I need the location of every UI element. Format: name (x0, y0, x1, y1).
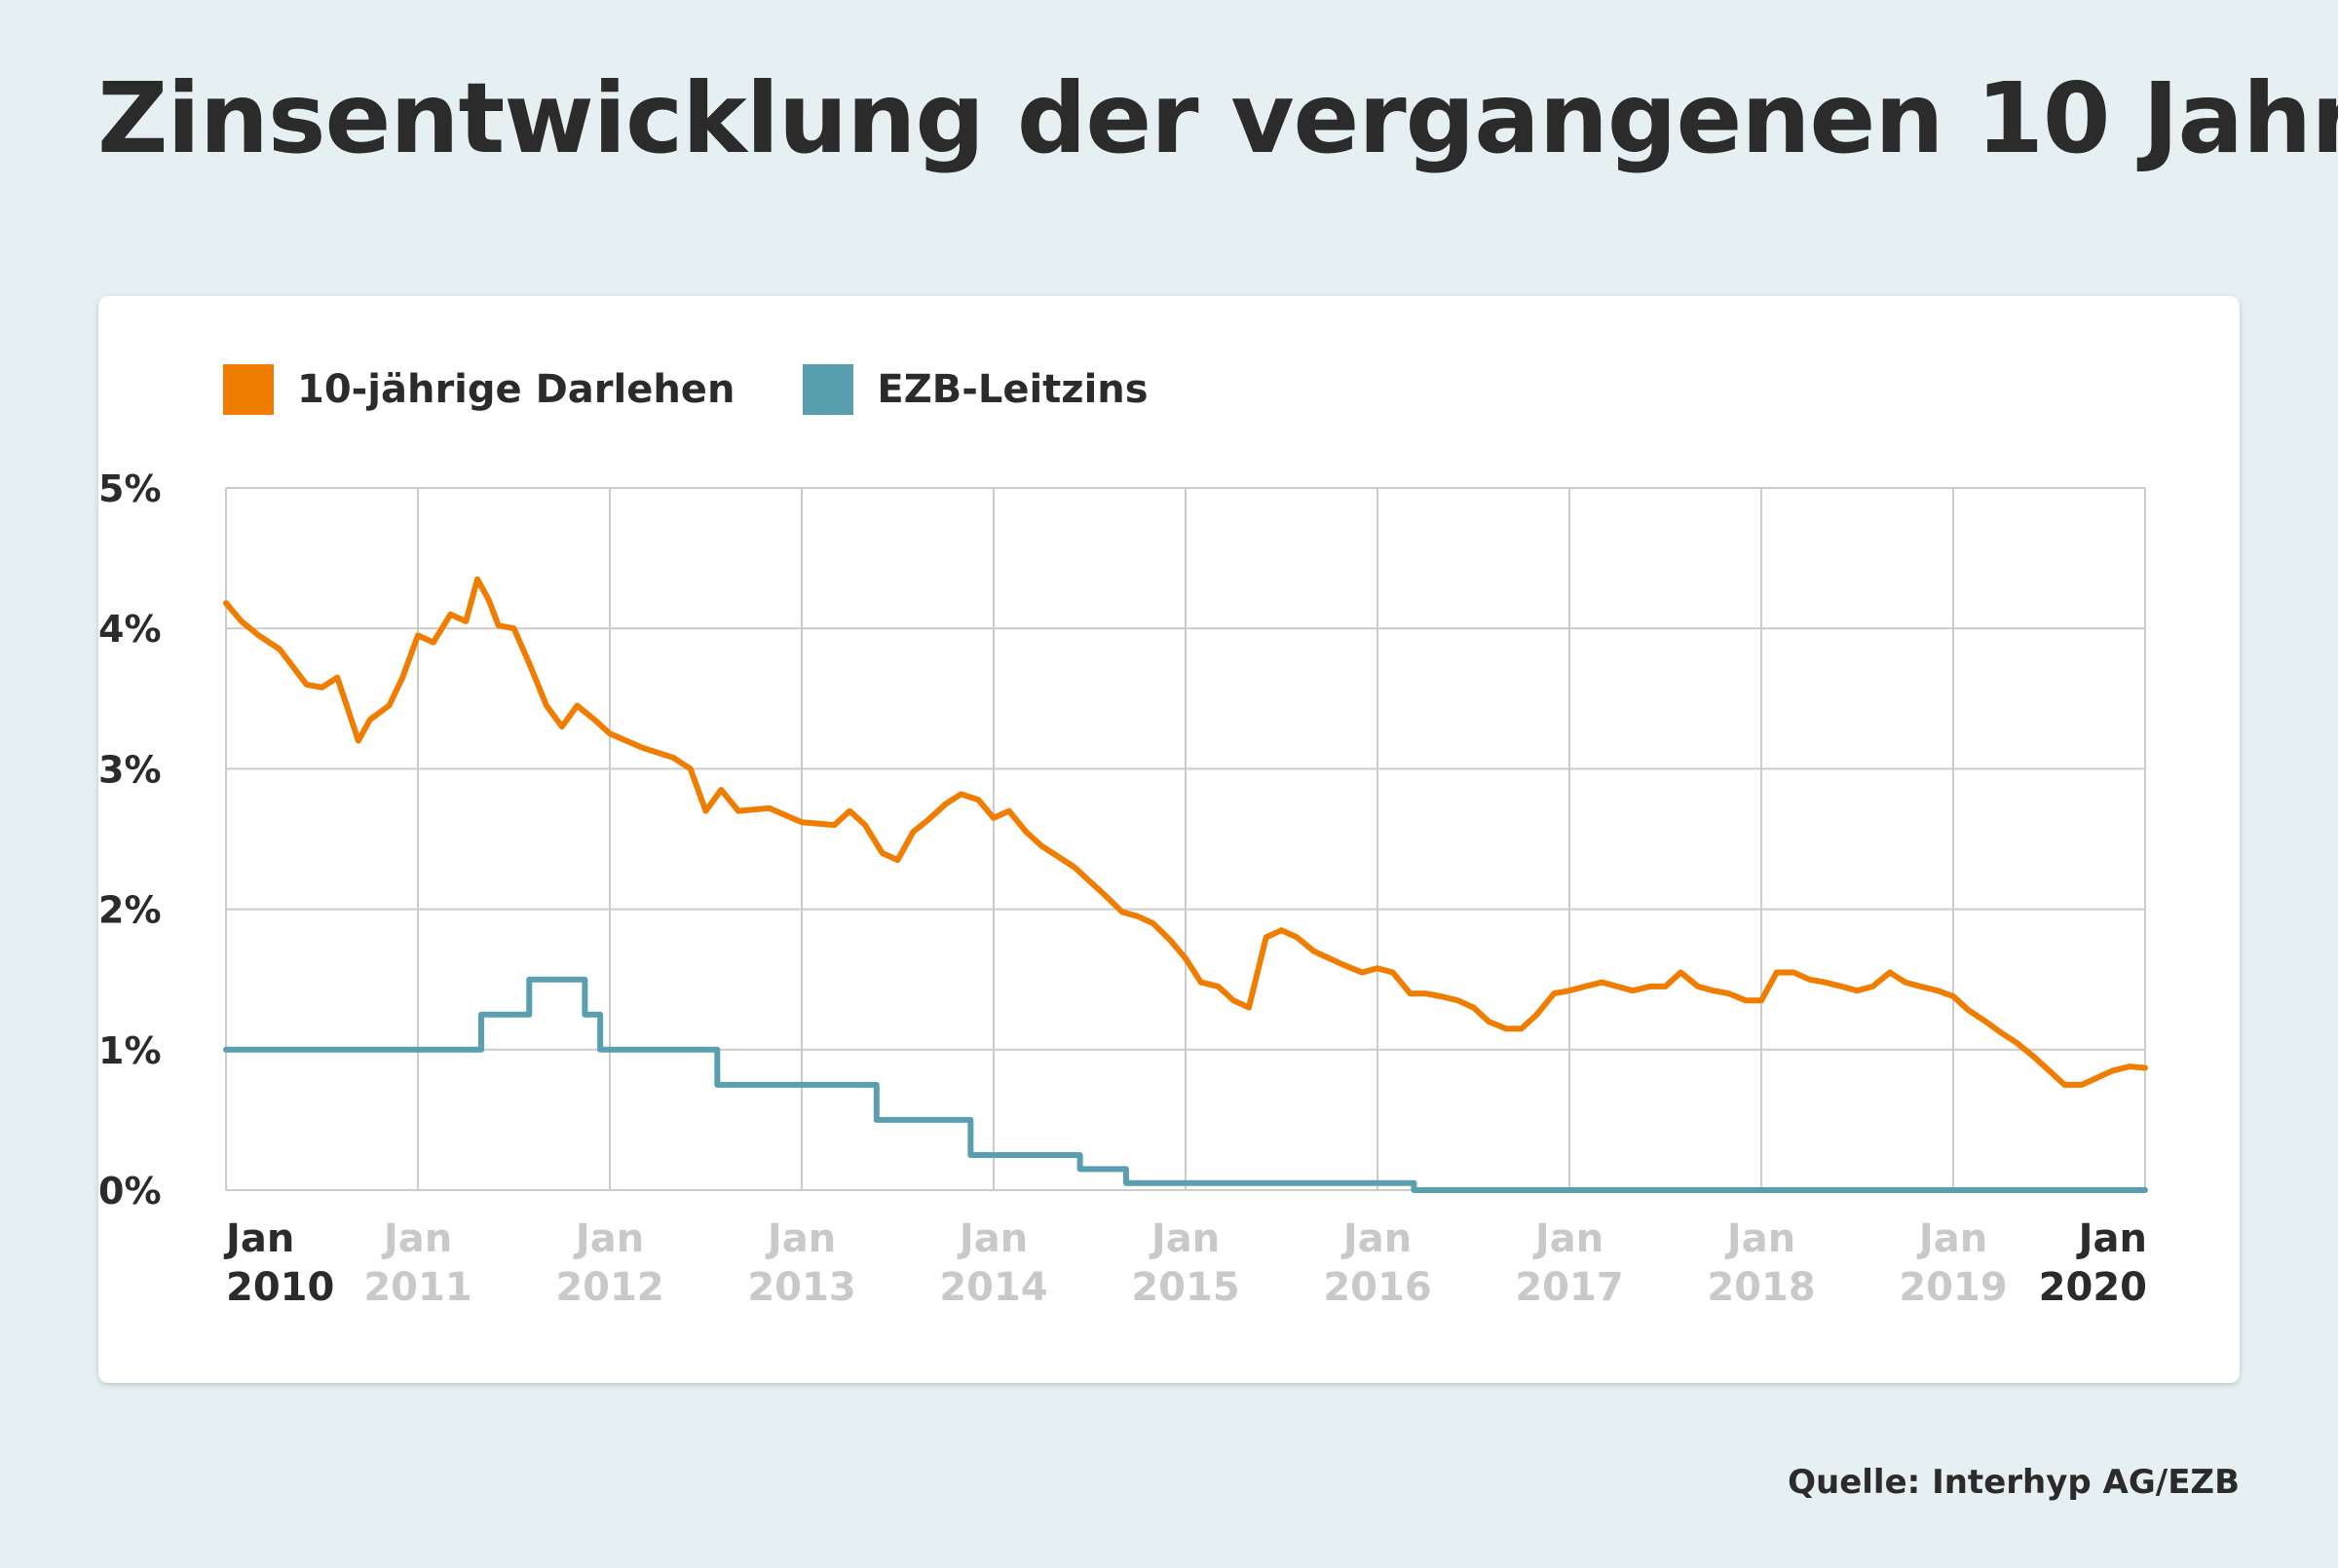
x-tick-label-year: 2013 (747, 1265, 855, 1310)
x-tick-label-year: 2019 (1899, 1265, 2007, 1310)
x-tick-label-month: Jan (223, 1216, 294, 1261)
series-line-loan (223, 576, 2148, 1088)
y-tick-label: 5% (98, 467, 162, 510)
axes: 0%1%2%3%4%5%Jan2010Jan2011Jan2012Jan2013… (98, 467, 2147, 1310)
x-tick-label-month: Jan (1724, 1216, 1795, 1261)
y-tick-label: 4% (98, 608, 162, 651)
x-tick-label-year: 2015 (1131, 1265, 1239, 1310)
legend-item-loan[interactable]: 10-jährige Darlehen (223, 364, 735, 415)
x-tick-label-year: 2020 (2039, 1265, 2147, 1310)
legend-item-ecb[interactable]: EZB-Leitzins (803, 364, 1149, 415)
x-tick-label-year: 2012 (555, 1265, 663, 1310)
y-tick-label: 2% (98, 889, 162, 932)
x-tick-label-month: Jan (1149, 1216, 1220, 1261)
x-tick-label-year: 2016 (1323, 1265, 1431, 1310)
legend-swatch-ecb (803, 364, 854, 415)
series-line-ecb (223, 976, 2148, 1193)
y-tick-label: 3% (98, 748, 162, 791)
x-tick-label-month: Jan (573, 1216, 644, 1261)
x-tick-label-month: Jan (381, 1216, 452, 1261)
x-tick-label-year: 2014 (939, 1265, 1047, 1310)
x-tick-label-month: Jan (765, 1216, 836, 1261)
legend-swatch-loan (223, 364, 274, 415)
x-tick-label-year: 2010 (226, 1265, 334, 1310)
x-tick-label-month: Jan (1532, 1216, 1603, 1261)
series-layer (223, 576, 2148, 1193)
x-tick-label-month: Jan (1340, 1216, 1412, 1261)
y-tick-label: 0% (98, 1170, 162, 1213)
legend: 10-jährige Darlehen EZB-Leitzins (223, 364, 1217, 415)
x-tick-label-year: 2017 (1515, 1265, 1623, 1310)
grid (225, 487, 2146, 1191)
legend-label-ecb: EZB-Leitzins (877, 367, 1149, 412)
page-title: Zinsentwicklung der vergangenen 10 Jahre (97, 61, 2338, 175)
x-tick-label-month: Jan (1916, 1216, 1987, 1261)
x-tick-label-month: Jan (957, 1216, 1028, 1261)
line-chart: 0%1%2%3%4%5%Jan2010Jan2011Jan2012Jan2013… (98, 467, 2148, 1310)
x-tick-label-year: 2018 (1707, 1265, 1815, 1310)
x-tick-label-month: Jan (2076, 1216, 2147, 1261)
source-note: Quelle: Interhyp AG/EZB (1788, 1463, 2240, 1502)
y-tick-label: 1% (98, 1029, 162, 1072)
legend-label-loan: 10-jährige Darlehen (297, 367, 735, 412)
chart-card: 10-jährige Darlehen EZB-Leitzins 0% 1% 2% 3… (98, 296, 2240, 1383)
x-tick-label-year: 2011 (363, 1265, 471, 1310)
